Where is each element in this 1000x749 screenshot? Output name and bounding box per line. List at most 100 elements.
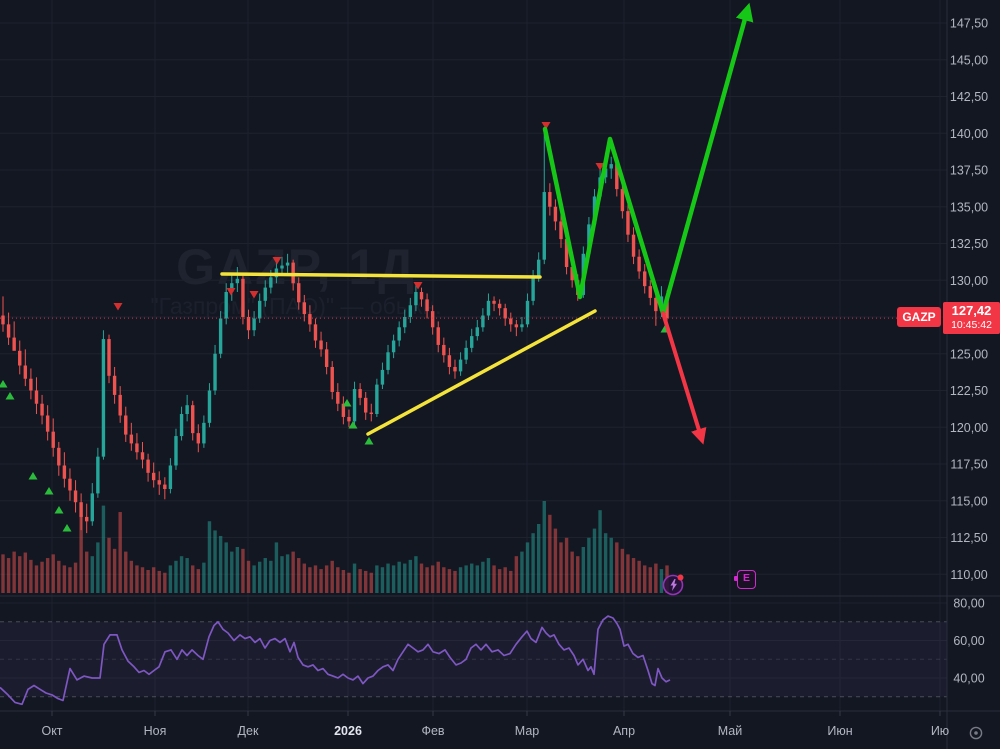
volume-bar	[218, 535, 223, 593]
volume-bar	[603, 533, 608, 593]
volume-bar	[497, 569, 502, 593]
bullish-scenario-arrow[interactable]	[542, 2, 754, 316]
candle-body	[213, 353, 217, 391]
candle-body	[90, 493, 94, 522]
candle-body	[313, 324, 318, 341]
volume-bar	[486, 558, 491, 593]
candle-body	[129, 434, 134, 444]
timezone-settings-icon[interactable]	[968, 725, 984, 741]
volume-bar	[308, 567, 312, 593]
candle-body	[358, 389, 362, 398]
news-event-lightning-icon[interactable]	[661, 571, 687, 597]
candle-body	[403, 317, 407, 328]
volume-bar	[637, 560, 641, 593]
price-axis-label: 135,00	[950, 200, 988, 214]
candle-body	[425, 299, 429, 312]
candle-body	[414, 292, 418, 306]
candle-body	[542, 192, 546, 260]
candle-body	[191, 405, 195, 434]
buy-signal-triangle	[0, 380, 8, 388]
volume-bar	[107, 537, 111, 593]
volume-bar	[598, 510, 602, 593]
volume-bar	[364, 570, 368, 593]
price-axis-label: 132,50	[950, 237, 988, 251]
bearish-scenario-arrow[interactable]	[661, 311, 707, 445]
volume-bar	[631, 558, 636, 593]
volume-bar	[503, 567, 507, 593]
volume-bar	[202, 562, 206, 593]
volume-bar	[430, 565, 435, 593]
bar-countdown-timer: 10:45:42	[951, 319, 992, 331]
earnings-icon[interactable]: E	[734, 570, 756, 589]
trendline[interactable]	[220, 272, 542, 279]
volume-bar	[347, 572, 351, 593]
symbol-tag[interactable]: GAZP	[897, 307, 941, 327]
candle-body	[397, 327, 401, 341]
candle-body	[135, 443, 139, 453]
volume-bar	[553, 528, 558, 593]
candle-body	[386, 352, 390, 370]
volume-bar	[191, 565, 195, 593]
buy-signal-triangle	[28, 472, 38, 480]
volume-bar	[358, 569, 362, 593]
candle-body	[486, 300, 491, 316]
candle-body	[347, 416, 351, 422]
candle-body	[548, 192, 552, 207]
candle-body	[497, 303, 502, 309]
volume-bar	[246, 560, 251, 593]
volume-bar	[196, 569, 200, 593]
volume-bar	[174, 560, 178, 593]
volume-bar	[252, 565, 256, 593]
candle-body	[29, 378, 33, 391]
volume-bar	[375, 565, 379, 593]
candle-body	[124, 415, 128, 435]
volume-bar	[659, 569, 664, 593]
volume-bar	[492, 565, 496, 593]
volume-bar	[297, 558, 301, 593]
volume-bar	[313, 565, 318, 593]
sell-signal-triangle	[413, 282, 423, 290]
candle-body	[559, 221, 563, 240]
axis-labels: 147,50 145,00 142,50 140,00 137,50 135,00 132,…	[41, 17, 988, 739]
price-axis[interactable]	[947, 0, 1000, 711]
volume-bar	[68, 567, 72, 593]
volume-bar	[213, 530, 217, 593]
volume-bar	[12, 551, 16, 593]
candle-body	[12, 337, 16, 351]
volume-bar	[1, 554, 5, 593]
last-price-label: 127,42 10:45:42	[943, 302, 1000, 334]
volume-bar	[481, 561, 485, 593]
volume-bar	[291, 551, 295, 593]
candle-body	[34, 390, 39, 404]
candle-body	[269, 277, 273, 288]
volume-bar	[442, 567, 446, 593]
candle-body	[202, 422, 206, 444]
volume-bar	[352, 563, 357, 593]
volume-bar	[369, 572, 373, 593]
price-axis-label: 145,00	[950, 53, 988, 67]
time-axis-label: 2026	[334, 724, 362, 738]
candle-body	[57, 447, 61, 466]
candle-body	[45, 415, 50, 432]
trendline[interactable]	[366, 309, 597, 436]
volume-bar	[129, 560, 134, 593]
candle-body	[263, 287, 267, 301]
volume-bar	[620, 548, 625, 593]
candle-body	[246, 317, 251, 331]
volume-bar	[140, 567, 145, 593]
volume-bar	[403, 563, 407, 593]
candle-body	[442, 344, 446, 356]
candle-body	[118, 394, 122, 416]
volume-bar	[341, 570, 346, 593]
time-axis[interactable]	[0, 711, 1000, 749]
candle-body	[330, 366, 334, 392]
candle-body	[18, 350, 22, 366]
volume-bar	[23, 552, 28, 593]
candle-body	[163, 484, 167, 489]
candles-layer	[1, 128, 669, 534]
candle-body	[531, 277, 535, 301]
candle-body	[436, 327, 440, 345]
volume-bar	[414, 556, 418, 593]
volume-bar	[40, 561, 44, 593]
